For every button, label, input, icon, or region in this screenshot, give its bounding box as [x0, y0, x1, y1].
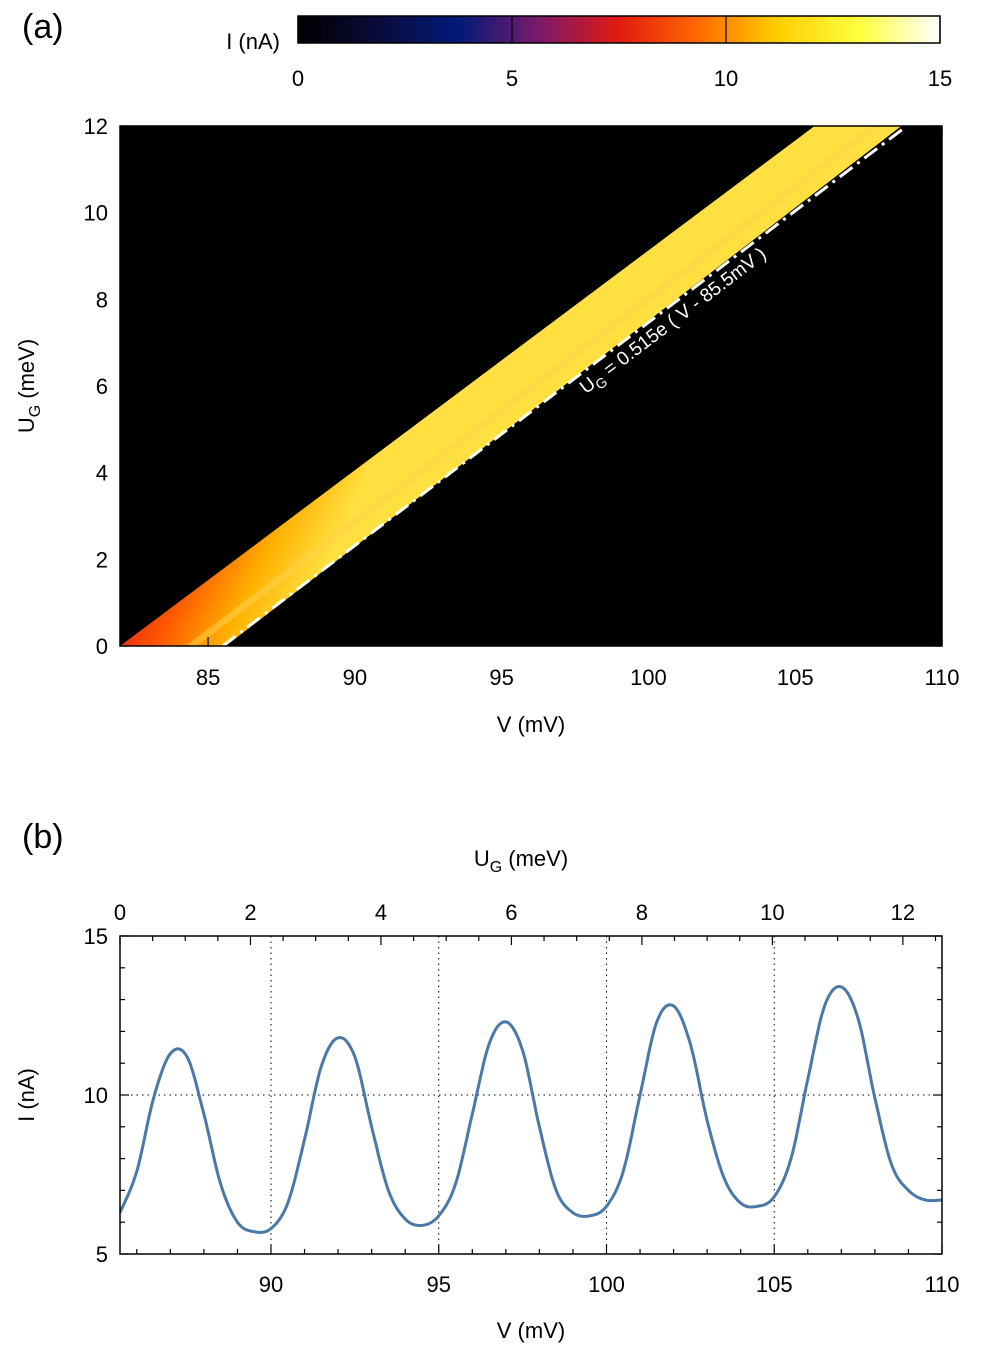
line-x-tick-label: 100 [588, 1272, 625, 1297]
heatmap-y-tick-label: 6 [96, 374, 108, 399]
top-axis-label-main: U [474, 846, 490, 871]
line-top-tick-label: 10 [760, 900, 784, 925]
heatmap-x-tick-label: 110 [924, 665, 959, 690]
line-x-tick-label: 90 [259, 1272, 283, 1297]
heatmap-x-tick-label: 85 [196, 665, 220, 690]
heatmap-y-tick-label: 4 [96, 461, 108, 486]
fit-line [221, 126, 908, 646]
heatmap-ylabel-main: U [14, 417, 39, 433]
heatmap-y-tick-label: 2 [96, 547, 108, 572]
panel-a-label: (a) [22, 8, 64, 46]
line-top-tick-label: 0 [114, 900, 126, 925]
heatmap-y-tick-label: 0 [96, 634, 108, 659]
line-y-tick-label: 5 [96, 1242, 108, 1267]
heatmap-ylabel-sub: G [27, 405, 44, 417]
line-top-tick-label: 12 [891, 900, 915, 925]
line-y-axis-label: I (nA) [14, 1068, 39, 1122]
heatmap-x-tick-label: 105 [777, 665, 814, 690]
line-top-tick-label: 6 [505, 900, 517, 925]
heatmap-x-axis-label: V (mV) [497, 712, 565, 737]
heatmap-panel: UG = 0.515e ( V - 85.5mV ) 85 90 95 100 105 1… [14, 114, 960, 737]
heatmap-x-tick-label: 100 [630, 665, 667, 690]
top-axis-label-sub: G [490, 859, 502, 876]
heatmap-x-tick-label: 90 [343, 665, 367, 690]
line-top-axis-label: UG (meV) [474, 846, 568, 876]
line-top-tick-label: 8 [636, 900, 648, 925]
heatmap-y-tick-label: 8 [96, 287, 108, 312]
line-y-tick-label: 10 [84, 1083, 108, 1108]
colorbar-scale [297, 15, 941, 44]
heatmap-y-axis-label: UG (meV) [14, 339, 44, 433]
line-x-axis-label: V (mV) [497, 1318, 565, 1343]
heatmap-ylabel-unit: (meV) [14, 339, 39, 405]
line-top-tick-label: 2 [244, 900, 256, 925]
line-x-tick-label: 110 [924, 1272, 959, 1297]
current-band-ridge [185, 126, 882, 646]
heatmap-x-tick-label: 95 [489, 665, 513, 690]
colorbar-tick-label: 15 [928, 66, 952, 91]
colorbar: I (nA) 0 5 10 15 [226, 15, 952, 91]
heatmap-y-tick-label: 12 [84, 114, 108, 139]
colorbar-tick-label: 10 [714, 66, 738, 91]
panel-b-label: (b) [22, 818, 64, 856]
current-series-line [120, 984, 942, 1235]
line-x-tick-label: 105 [756, 1272, 793, 1297]
line-x-tick-label: 95 [426, 1272, 450, 1297]
top-axis-label-unit: (meV) [502, 846, 568, 871]
colorbar-tick-label: 0 [292, 66, 304, 91]
colorbar-tick-label: 5 [506, 66, 518, 91]
line-y-tick-label: 15 [84, 924, 108, 949]
line-top-tick-label: 4 [375, 900, 387, 925]
heatmap-y-tick-label: 10 [84, 201, 108, 226]
colorbar-label: I (nA) [226, 29, 280, 54]
line-panel: 90 95 100 105 110 5 10 150 2 4 6 8 10 12 V (mV) I (nA… [14, 846, 960, 1343]
